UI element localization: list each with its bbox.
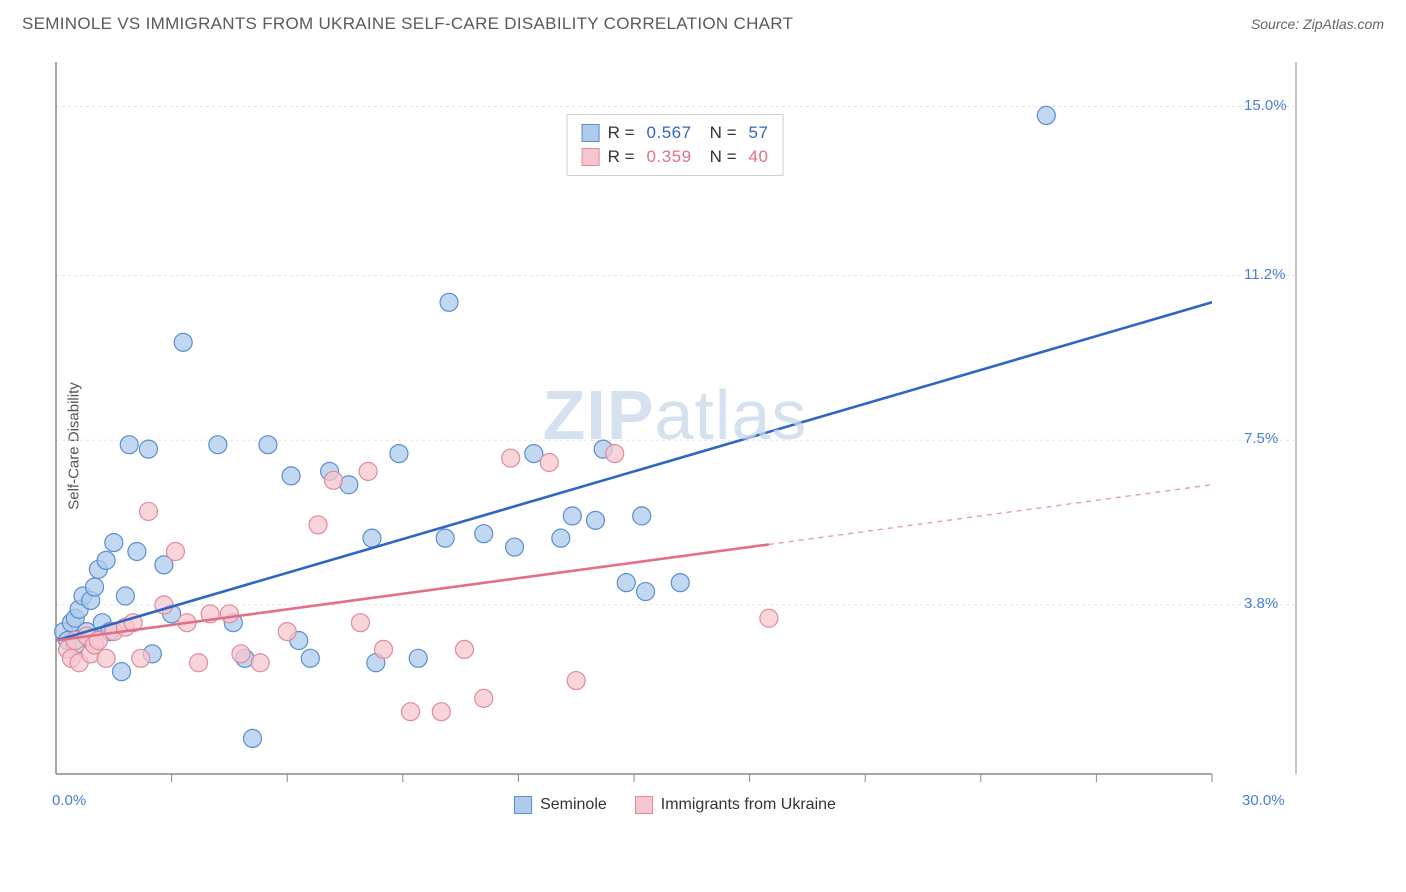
legend-item-ukraine: Immigrants from Ukraine	[635, 796, 836, 814]
legend-label-ukraine: Immigrants from Ukraine	[661, 796, 836, 814]
swatch-seminole	[582, 124, 600, 142]
tick-label: 0.0%	[52, 792, 86, 809]
legend-row-seminole: R =0.567 N =57	[582, 121, 769, 145]
tick-label: 3.8%	[1244, 595, 1278, 612]
series-legend: Seminole Immigrants from Ukraine	[514, 796, 836, 814]
legend-item-seminole: Seminole	[514, 796, 607, 814]
legend-label-seminole: Seminole	[540, 796, 607, 814]
tick-label: 30.0%	[1242, 792, 1285, 809]
tick-label: 7.5%	[1244, 430, 1278, 447]
swatch-seminole	[514, 796, 532, 814]
tick-label: 15.0%	[1244, 97, 1287, 114]
page-title: SEMINOLE VS IMMIGRANTS FROM UKRAINE SELF…	[22, 14, 793, 34]
swatch-ukraine	[635, 796, 653, 814]
correlation-legend: R =0.567 N =57 R =0.359 N =40	[567, 114, 784, 176]
legend-row-ukraine: R =0.359 N =40	[582, 145, 769, 169]
swatch-ukraine	[582, 148, 600, 166]
scatter-chart: ZIPatlas R =0.567 N =57 R =0.359 N =40 3…	[48, 54, 1302, 822]
source-attribution: Source: ZipAtlas.com	[1251, 16, 1384, 32]
title-bar: SEMINOLE VS IMMIGRANTS FROM UKRAINE SELF…	[0, 0, 1406, 40]
tick-label: 11.2%	[1244, 266, 1285, 283]
